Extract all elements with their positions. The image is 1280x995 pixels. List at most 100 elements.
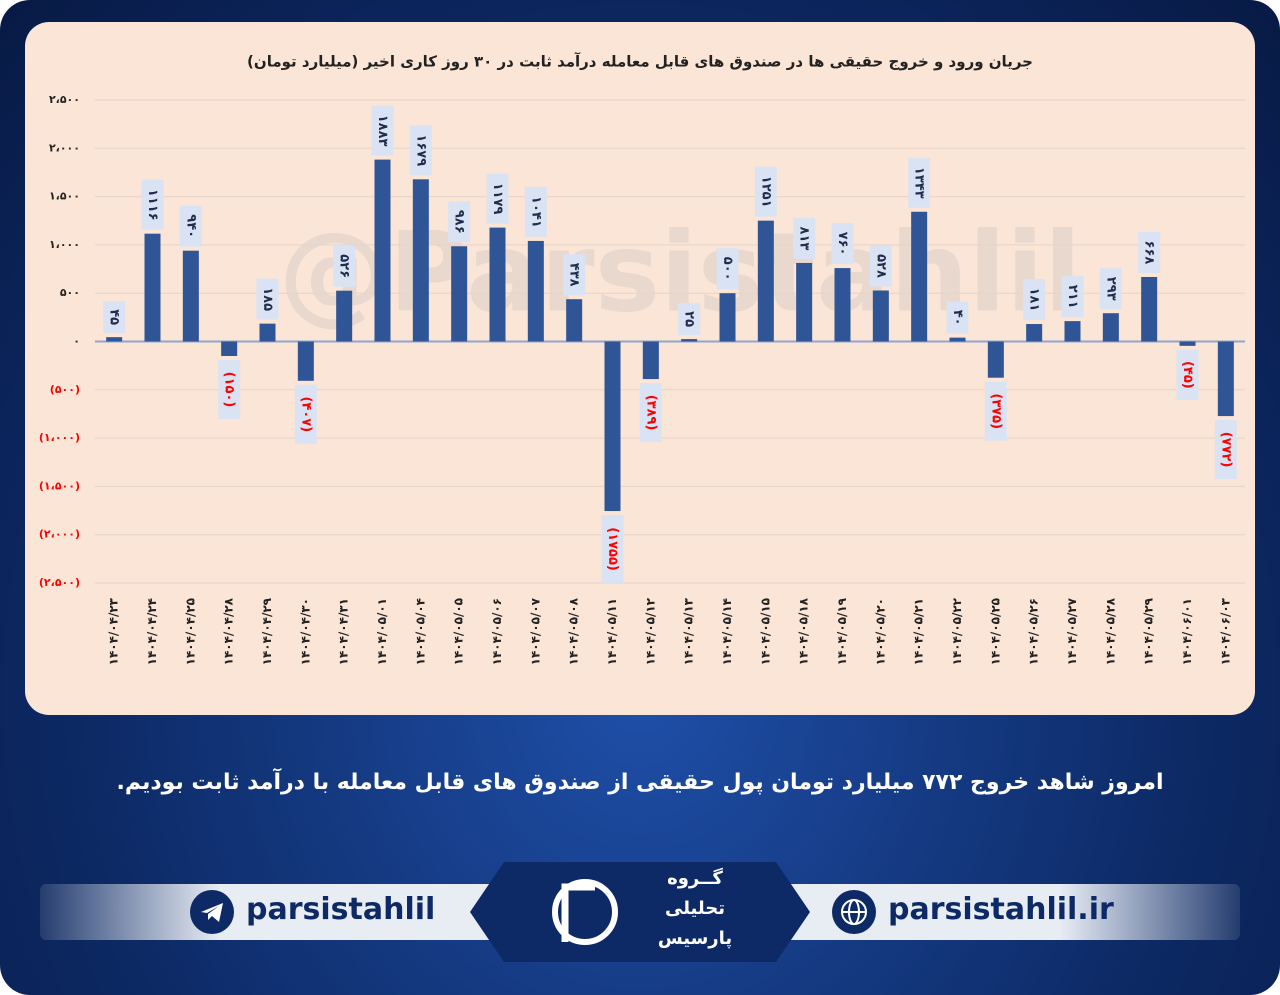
value-label: ۱۸۸۳	[375, 115, 390, 147]
value-label-box	[678, 303, 701, 336]
y-tick-label: (۵۰۰)	[50, 383, 80, 396]
x-tick-label: ۱۴۰۴/۰۵/۲۹	[1142, 597, 1156, 665]
x-tick-label: ۱۴۰۴/۰۴/۲۵	[183, 598, 197, 665]
x-tick-label: ۱۴۰۴/۰۵/۱۸	[797, 597, 811, 665]
x-tick-label: ۱۴۰۴/۰۶/۰۳	[1218, 597, 1232, 665]
bar	[604, 341, 621, 512]
value-label-box	[908, 157, 931, 208]
x-tick-label: ۱۴۰۴/۰۵/۱۱	[605, 598, 619, 665]
bar	[182, 250, 199, 342]
logo-mark	[552, 879, 618, 945]
y-tick-label: ۲،۵۰۰	[49, 93, 80, 106]
x-tick-label: ۱۴۰۴/۰۵/۱۴	[720, 598, 734, 665]
value-label-box	[218, 359, 241, 419]
telegram-icon	[190, 890, 234, 934]
value-label: ۷۶۰	[835, 232, 850, 256]
value-label: ۴۵	[107, 309, 122, 325]
bar	[796, 262, 813, 342]
bar	[1141, 276, 1158, 342]
telegram-plane	[201, 903, 223, 922]
x-tick-label: ۱۴۰۴/۰۵/۰۱	[375, 598, 389, 665]
value-label: (۴۰۷)	[298, 396, 313, 432]
x-tick-label: ۱۴۰۴/۰۵/۲۰	[873, 598, 887, 665]
value-label-box	[141, 179, 164, 230]
bar	[527, 240, 544, 342]
logo-ring	[552, 879, 618, 945]
value-label-box	[984, 381, 1007, 441]
value-label: ۵۲۶	[337, 254, 352, 278]
bar	[1102, 313, 1119, 342]
bar	[489, 227, 506, 342]
value-label-box	[333, 245, 356, 287]
y-tick-label: (۱،۰۰۰)	[39, 431, 80, 444]
value-label-box	[103, 301, 126, 334]
telegram-handle[interactable]: parsistahlil	[246, 892, 436, 927]
value-label: ۱۶۷۹	[413, 134, 428, 166]
value-label: ۱۸۱	[1027, 288, 1042, 312]
value-label: ۲۵	[682, 311, 697, 327]
x-tick-label: ۱۴۰۴/۰۵/۲۵	[988, 598, 1002, 665]
x-tick-label: ۱۴۰۴/۰۵/۰۴	[413, 598, 427, 665]
y-tick-label: ۱،۰۰۰	[49, 238, 80, 251]
bar	[1064, 321, 1081, 342]
bar	[259, 323, 276, 342]
value-label: ۸۱۳	[797, 227, 812, 251]
value-label-box	[946, 301, 969, 334]
logo-line: پارسیس	[657, 928, 733, 949]
bar	[872, 290, 889, 342]
bar	[451, 246, 468, 342]
y-tick-label: ۲،۰۰۰	[49, 141, 80, 154]
x-tick-label: ۱۴۰۴/۰۴/۲۸	[222, 597, 236, 665]
x-tick-label: ۱۴۰۴/۰۵/۱۲	[643, 597, 657, 665]
value-label-box	[793, 217, 816, 259]
bar	[297, 341, 314, 381]
x-tick-label: ۱۴۰۴/۰۴/۲۴	[145, 598, 159, 665]
bar	[719, 293, 736, 342]
logo	[470, 862, 810, 962]
value-label-box	[831, 223, 854, 265]
value-label-box	[1061, 276, 1084, 318]
y-tick-label: (۲،۵۰۰)	[39, 576, 80, 589]
value-label-box	[1023, 279, 1046, 321]
value-label-box	[716, 248, 739, 290]
value-label: (۱۵۰)	[222, 372, 237, 408]
value-label: ۱۱۷۹	[490, 183, 505, 215]
value-label: ۲۱۱	[1065, 285, 1080, 309]
x-tick-label: ۱۴۰۴/۰۵/۲۷	[1065, 597, 1079, 665]
value-label: ۱۸۵	[260, 287, 275, 311]
y-tick-label: (۲،۰۰۰)	[39, 528, 80, 541]
bar	[412, 179, 429, 342]
bar	[949, 337, 966, 342]
x-tick-label: ۱۴۰۴/۰۴/۳۱	[337, 598, 351, 665]
value-label-box	[869, 245, 892, 287]
website[interactable]: parsistahlil.ir	[888, 892, 1114, 927]
x-tick-label: ۱۴۰۴/۰۴/۲۹	[260, 597, 274, 665]
value-label: ۴۰	[950, 310, 965, 326]
value-label-box	[754, 166, 777, 217]
value-label: ۴۳۸	[567, 263, 582, 287]
bar	[681, 339, 698, 342]
x-tick-label: ۱۴۰۴/۰۵/۱۹	[835, 597, 849, 665]
bar	[987, 341, 1004, 378]
x-tick-label: ۱۴۰۴/۰۵/۰۸	[567, 597, 581, 665]
logo-letter	[561, 883, 595, 942]
value-label-box	[1138, 231, 1161, 273]
value-label: ۱۰۴۱	[528, 196, 543, 228]
value-label: ۵۲۸	[873, 254, 888, 278]
value-label: ۱۳۴۳	[912, 167, 927, 199]
x-tick-label: ۱۴۰۴/۰۵/۱۵	[758, 598, 772, 665]
value-label-box	[448, 201, 471, 243]
y-tick-label: ۵۰۰	[60, 286, 80, 299]
bar	[757, 220, 774, 342]
web-icon	[832, 890, 876, 934]
value-label-box	[1099, 268, 1122, 310]
x-tick-label: ۱۴۰۴/۰۴/۳۰	[298, 598, 312, 665]
value-label: (۷۷۲)	[1218, 432, 1233, 468]
value-label: ۶۶۸	[1142, 241, 1157, 265]
x-tick-label: ۱۴۰۴/۰۵/۲۲	[950, 597, 964, 665]
chart: جریان ورود و خروج حقیقی ها در صندوق های …	[39, 53, 1245, 665]
x-tick-label: ۱۴۰۴/۰۵/۲۸	[1103, 597, 1117, 665]
value-label-box	[256, 278, 279, 320]
y-tick-label: ۱،۵۰۰	[49, 190, 80, 203]
